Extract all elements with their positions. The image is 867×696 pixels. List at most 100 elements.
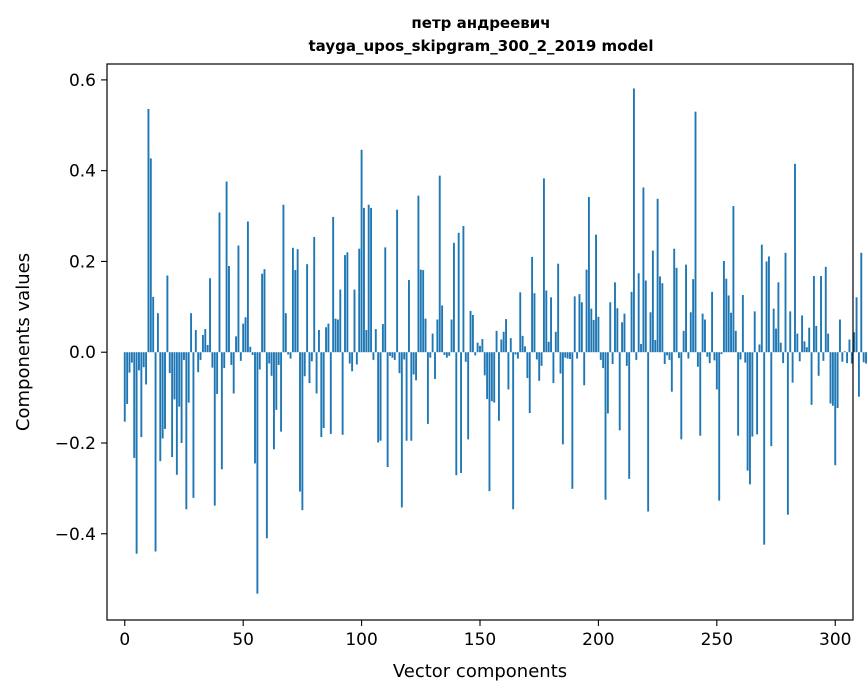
bar [183, 352, 185, 360]
bar [540, 352, 543, 366]
bar [578, 294, 581, 353]
bar [256, 352, 259, 594]
bar [242, 323, 245, 353]
bar [550, 297, 552, 353]
bar [526, 352, 529, 379]
bar [853, 332, 856, 353]
bar [704, 319, 706, 353]
bar [479, 345, 481, 353]
bar [384, 247, 387, 353]
bar [611, 352, 614, 365]
bar [815, 325, 818, 353]
bar [403, 352, 406, 360]
bar [609, 302, 612, 353]
bar [209, 278, 211, 353]
bar [213, 352, 216, 506]
bar [753, 311, 756, 353]
bar [268, 352, 271, 364]
bar [592, 319, 595, 353]
bar [739, 352, 742, 360]
bar [161, 352, 164, 439]
bar [749, 352, 751, 485]
bar [751, 352, 754, 437]
bar [599, 352, 602, 360]
bar [329, 352, 332, 434]
bar [810, 352, 813, 405]
bar [791, 352, 794, 383]
bar [483, 352, 486, 376]
bar [149, 158, 152, 353]
bar [659, 276, 661, 353]
bar [201, 334, 204, 353]
bar [737, 352, 740, 436]
x-tick-label: 50 [232, 630, 254, 650]
bar [249, 346, 252, 353]
bar [841, 352, 844, 362]
bar [827, 333, 830, 353]
bar [765, 261, 768, 353]
bar [424, 318, 427, 353]
bar [220, 352, 223, 470]
bar [294, 270, 297, 353]
bar [474, 352, 477, 356]
bar [381, 324, 384, 353]
bar [777, 282, 780, 353]
x-tick-label: 250 [701, 630, 733, 650]
bar-series [123, 88, 867, 594]
bar [865, 352, 867, 364]
bar [325, 327, 328, 353]
bar [318, 329, 320, 353]
bar [509, 338, 512, 353]
bar [654, 339, 657, 353]
bar [770, 352, 773, 447]
bar [651, 250, 654, 353]
bar [147, 108, 150, 353]
bar [573, 296, 576, 353]
bar [393, 352, 396, 360]
y-tick-label: −0.2 [55, 434, 96, 454]
bar [839, 319, 841, 353]
bar [779, 342, 782, 353]
bar [727, 295, 730, 353]
bar [301, 352, 304, 511]
bar [784, 252, 787, 353]
bar [123, 352, 126, 422]
y-tick-label: −0.4 [55, 525, 96, 545]
bar [261, 273, 264, 353]
bar [618, 352, 621, 431]
bar [836, 352, 839, 409]
bar [554, 331, 557, 353]
bar [741, 295, 744, 353]
bar [280, 352, 283, 432]
bar [715, 352, 718, 390]
bar [453, 242, 455, 353]
bar [801, 315, 804, 353]
bar [441, 305, 444, 353]
y-axis-label: Components values [13, 253, 34, 431]
bar [696, 352, 699, 367]
bar [495, 330, 498, 353]
bar [758, 344, 761, 353]
bar [341, 352, 344, 435]
x-tick-label: 200 [582, 630, 614, 650]
bar [130, 352, 133, 363]
bar [315, 352, 318, 394]
bar [277, 352, 280, 365]
bar [422, 270, 425, 353]
bar [199, 352, 202, 360]
bar [291, 247, 294, 353]
bar [493, 352, 496, 403]
bar [168, 352, 171, 374]
bar [244, 317, 247, 353]
bar [744, 352, 747, 363]
bar [488, 352, 491, 492]
bar [225, 181, 228, 353]
bar [299, 352, 301, 492]
bar [206, 344, 209, 353]
bar [211, 352, 214, 368]
bar [462, 226, 465, 353]
bar [370, 207, 372, 353]
bar [561, 352, 564, 445]
bar [502, 331, 505, 353]
bar [808, 327, 811, 353]
